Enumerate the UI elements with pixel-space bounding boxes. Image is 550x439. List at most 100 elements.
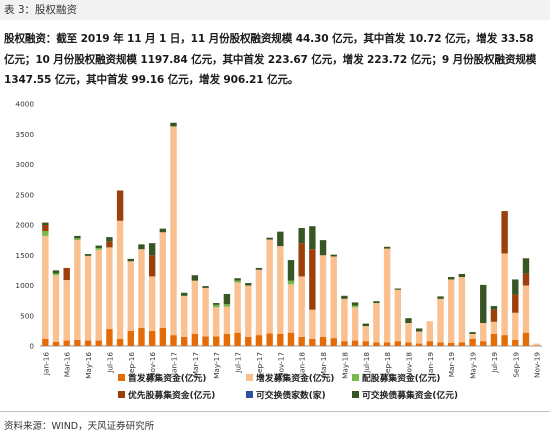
- bar-segment: [213, 307, 220, 337]
- bar-segment: [255, 269, 263, 336]
- bar-segment: [448, 279, 455, 343]
- bar-segment: [309, 226, 316, 250]
- bar-segment: [234, 280, 241, 283]
- bar-segment: [480, 341, 487, 346]
- y-tick-label: 3000: [15, 160, 34, 169]
- bar-segment: [245, 283, 252, 286]
- bar-segment: [116, 190, 124, 221]
- bar-segment: [95, 249, 102, 341]
- bar-segment: [170, 122, 177, 127]
- header-bar: [0, 0, 550, 20]
- bar-segment: [234, 282, 241, 333]
- bar-segment: [159, 228, 167, 233]
- bar-segment: [437, 342, 444, 346]
- bar-segment: [415, 328, 423, 332]
- bar-segment: [394, 341, 402, 346]
- x-tick-label: Mar-18: [319, 352, 328, 378]
- bar-segment: [255, 267, 263, 270]
- bar-segment: [148, 255, 156, 277]
- bar-segment: [533, 345, 540, 346]
- bar-segment: [223, 306, 231, 334]
- bar-segment: [415, 331, 423, 344]
- bar-segment: [319, 336, 327, 346]
- x-tick-label: Nov-16: [148, 352, 157, 378]
- bar-segment: [245, 285, 252, 337]
- bar-segment: [309, 338, 316, 346]
- bar-segment: [330, 256, 337, 339]
- bar-segment: [373, 303, 380, 343]
- x-tick-label: Sep-16: [127, 352, 136, 378]
- bar-segment: [116, 338, 124, 346]
- bar-segment: [437, 296, 444, 299]
- bar-segment: [277, 246, 284, 334]
- legend-label: 可交换债募集资金(亿元): [362, 389, 458, 401]
- bar-segment: [351, 307, 359, 341]
- bar-segment: [42, 222, 49, 225]
- bar-segment: [180, 336, 188, 346]
- bar-segment: [362, 341, 369, 346]
- legend-swatch: [352, 374, 359, 381]
- bar-segment: [148, 276, 156, 331]
- legend-label: 首发募集资金(亿元): [128, 372, 206, 384]
- bar-segment: [458, 277, 466, 343]
- bar-segment: [202, 336, 209, 346]
- bar-segment: [501, 253, 508, 336]
- bar-segment: [405, 318, 412, 324]
- bar-segment: [458, 342, 466, 346]
- bar-segment: [223, 304, 231, 307]
- bar-segment: [84, 255, 92, 341]
- bar-segment: [42, 225, 49, 232]
- bar-segment: [298, 243, 305, 277]
- bar-segment: [287, 280, 295, 285]
- bar-segment: [74, 238, 81, 241]
- bar-segment: [74, 240, 81, 340]
- bar-segment: [148, 243, 156, 256]
- bar-segment: [223, 333, 231, 346]
- x-tick-label: Mar-19: [447, 352, 456, 378]
- bar-segment: [512, 339, 519, 346]
- x-tick-label: Sep-19: [511, 352, 520, 378]
- x-tick-label: Nov-17: [276, 352, 285, 378]
- legend-swatch: [118, 391, 125, 398]
- legend-label: 优先股募集资金(亿元): [128, 389, 215, 401]
- bar-segment: [148, 330, 156, 346]
- bar-segment: [277, 231, 284, 247]
- bar-segment: [298, 276, 305, 337]
- bar-segment: [52, 275, 60, 342]
- bar-segment: [138, 249, 145, 328]
- bar-segment: [458, 274, 466, 278]
- stacked-bar-chart: 0 500 1000 1500 2000 2500 3000 3500 4000 Jan-16 Ma…: [15, 100, 542, 401]
- bar-segment: [138, 244, 145, 250]
- bar-segment: [362, 323, 369, 327]
- bar-segment: [191, 280, 199, 334]
- bar-segment: [95, 247, 102, 250]
- bar-segment: [127, 330, 134, 346]
- bar-segment: [106, 241, 113, 248]
- bar-segment: [512, 279, 519, 295]
- bar-segment: [298, 336, 305, 346]
- legend-label: 配股募集资金(亿元): [362, 372, 440, 384]
- bar-segment: [202, 287, 209, 337]
- bar-segment: [362, 326, 369, 342]
- bar-segment: [480, 323, 487, 342]
- bar-segment: [512, 312, 519, 340]
- x-tick-label: Jan-19: [426, 352, 435, 377]
- bar-segment: [266, 237, 273, 240]
- x-tick-label: May-19: [469, 352, 478, 379]
- x-tick-label: Sep-18: [383, 352, 392, 378]
- bar-segment: [522, 273, 530, 286]
- x-tick-label: Jan-16: [41, 352, 50, 377]
- bar-segment: [341, 341, 348, 346]
- bar-segment: [330, 338, 337, 346]
- bar-segment: [213, 336, 220, 346]
- legend-swatch: [352, 391, 359, 398]
- bar-segment: [74, 235, 81, 239]
- footer-divider: [0, 411, 550, 412]
- bar-segment: [522, 285, 530, 333]
- bar-segment: [159, 327, 167, 346]
- x-tick-label: Jul-19: [490, 352, 499, 374]
- bar-segment: [213, 303, 220, 305]
- bar-segment: [341, 298, 348, 342]
- x-tick-label: Mar-16: [63, 352, 72, 378]
- x-tick-label: Jul-17: [234, 352, 243, 374]
